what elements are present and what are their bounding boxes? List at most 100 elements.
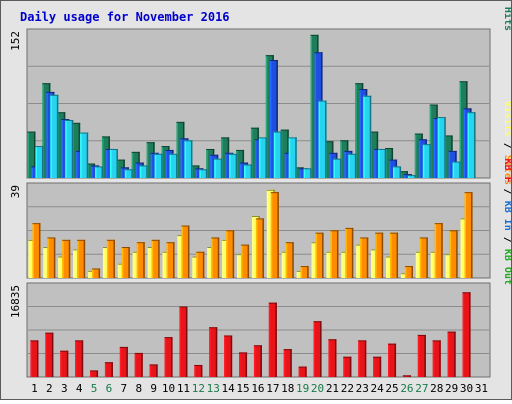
bar-kb-f-day-1 (30, 340, 39, 377)
x-tick-label: 6 (106, 382, 113, 395)
bar-kb-f-day-13 (209, 327, 218, 377)
bar-pages-day-3 (65, 119, 74, 178)
x-tick-label: 29 (445, 382, 458, 395)
bar-sites-day-26 (404, 266, 413, 278)
panel-hits: 152 Pages / Files / Hits (9, 0, 512, 179)
bar-kb-f-day-23 (358, 340, 367, 377)
bar-sites-day-30 (464, 192, 473, 278)
bar-pages-day-2 (50, 94, 59, 178)
bar-sites-day-23 (360, 237, 369, 278)
x-tick-label: 24 (371, 382, 385, 395)
bar-sites-day-7 (121, 247, 130, 278)
legend-kb-out: KB Out (502, 249, 511, 285)
bar-kb-f-day-6 (104, 362, 113, 377)
bar-pages-day-15 (244, 164, 253, 178)
bar-pages-day-5 (95, 166, 104, 178)
bar-sites-day-29 (449, 230, 458, 278)
chart-title: Daily usage for November 2016 (20, 10, 230, 24)
legend-separator: / (502, 137, 511, 155)
bar-kb-f-day-21 (328, 339, 337, 377)
bar-sites-day-10 (166, 242, 175, 278)
x-tick-label: 1 (31, 382, 38, 395)
x-axis-ticks: 1 2 3 4 5 6 7 8 9 10 11 12 13 14 15 16 17 18 19 20 21 22 23 24 2… (31, 382, 488, 395)
chart-panels: 152Pages / Files / Hits 39 Visits / Sites 1… (9, 0, 512, 378)
bar-sites-day-17 (270, 192, 279, 278)
bar-kb-f-day-9 (149, 364, 158, 377)
bar-sites-day-3 (62, 239, 71, 278)
bar-kb-f-day-24 (373, 356, 382, 377)
panel-legend: Visits / Sites (502, 101, 511, 185)
bar-sites-day-27 (419, 237, 428, 278)
bar-pages-day-24 (378, 148, 387, 178)
legend-kb-f: KB F (502, 159, 511, 183)
bar-kb-f-day-17 (268, 302, 277, 377)
bar-pages-day-9 (154, 153, 163, 178)
bar-kb-f-day-27 (417, 334, 426, 377)
bar-pages-day-27 (422, 144, 431, 178)
bar-hits-day-1 (27, 131, 36, 178)
x-tick-label: 4 (76, 382, 83, 395)
x-tick-label: 14 (222, 382, 236, 395)
legend-hits: Hits (502, 7, 511, 31)
bar-kb-f-day-26 (402, 375, 411, 377)
bar-sites-day-13 (211, 237, 220, 278)
x-tick-label: 23 (356, 382, 369, 395)
bar-pages-day-13 (214, 158, 223, 178)
x-tick-label: 9 (150, 382, 157, 395)
x-tick-label: 21 (326, 382, 339, 395)
x-tick-label: 27 (415, 382, 428, 395)
bar-kb-f-day-3 (60, 350, 69, 377)
legend-kb-in: KB In (502, 201, 511, 231)
bar-kb-f-day-19 (298, 366, 307, 377)
bar-kb-f-day-11 (179, 306, 188, 377)
legend-separator: / (502, 183, 511, 201)
bar-sites-day-22 (345, 227, 354, 278)
x-tick-label: 8 (135, 382, 142, 395)
bar-kb-f-day-8 (134, 352, 143, 377)
x-tick-label: 28 (430, 382, 443, 395)
bar-pages-day-26 (407, 175, 416, 178)
legend-sites: Sites (502, 155, 511, 185)
x-tick-label: 12 (192, 382, 205, 395)
bar-kb-f-day-22 (343, 356, 352, 377)
x-tick-label: 22 (341, 382, 354, 395)
bar-kb-f-day-4 (75, 340, 84, 377)
bar-sites-day-24 (375, 232, 384, 278)
bar-pages-day-20 (318, 100, 327, 178)
bar-pages-day-16 (258, 137, 267, 178)
panel-sites: 39 Visits / Sites (9, 101, 512, 279)
bar-kb-f-day-28 (432, 340, 441, 377)
bar-pages-day-11 (184, 140, 193, 178)
x-tick-label: 19 (296, 382, 309, 395)
bar-kb-f-day-7 (119, 346, 128, 377)
panel-max-label: 39 (9, 185, 22, 198)
x-tick-label: 5 (91, 382, 98, 395)
x-tick-label: 3 (61, 382, 68, 395)
bar-kb-f-day-29 (447, 331, 456, 377)
x-tick-label: 20 (311, 382, 324, 395)
bar-pages-day-19 (303, 168, 312, 178)
bar-pages-day-12 (199, 169, 208, 178)
bar-sites-day-19 (300, 266, 309, 278)
bar-sites-day-28 (434, 223, 443, 278)
panel-legend: Pages / Files / Hits (502, 1, 511, 31)
bar-sites-day-16 (255, 218, 264, 278)
bar-sites-day-4 (77, 239, 86, 278)
bar-sites-day-12 (196, 251, 205, 278)
bar-pages-day-4 (80, 132, 89, 178)
bar-kb-f-day-5 (90, 370, 99, 377)
x-tick-label: 10 (162, 382, 175, 395)
bar-sites-day-6 (106, 239, 115, 278)
bar-kb-f-day-10 (164, 337, 173, 377)
bar-kb-f-day-2 (45, 332, 54, 377)
bar-files-day-17 (269, 60, 278, 179)
bar-pages-day-29 (452, 161, 461, 178)
panel-max-label: 16835 (9, 285, 22, 318)
bar-pages-day-23 (363, 95, 372, 178)
x-tick-label: 25 (385, 382, 398, 395)
bar-sites-day-5 (92, 268, 101, 278)
bar-pages-day-8 (139, 165, 148, 178)
bar-pages-day-28 (437, 117, 446, 178)
